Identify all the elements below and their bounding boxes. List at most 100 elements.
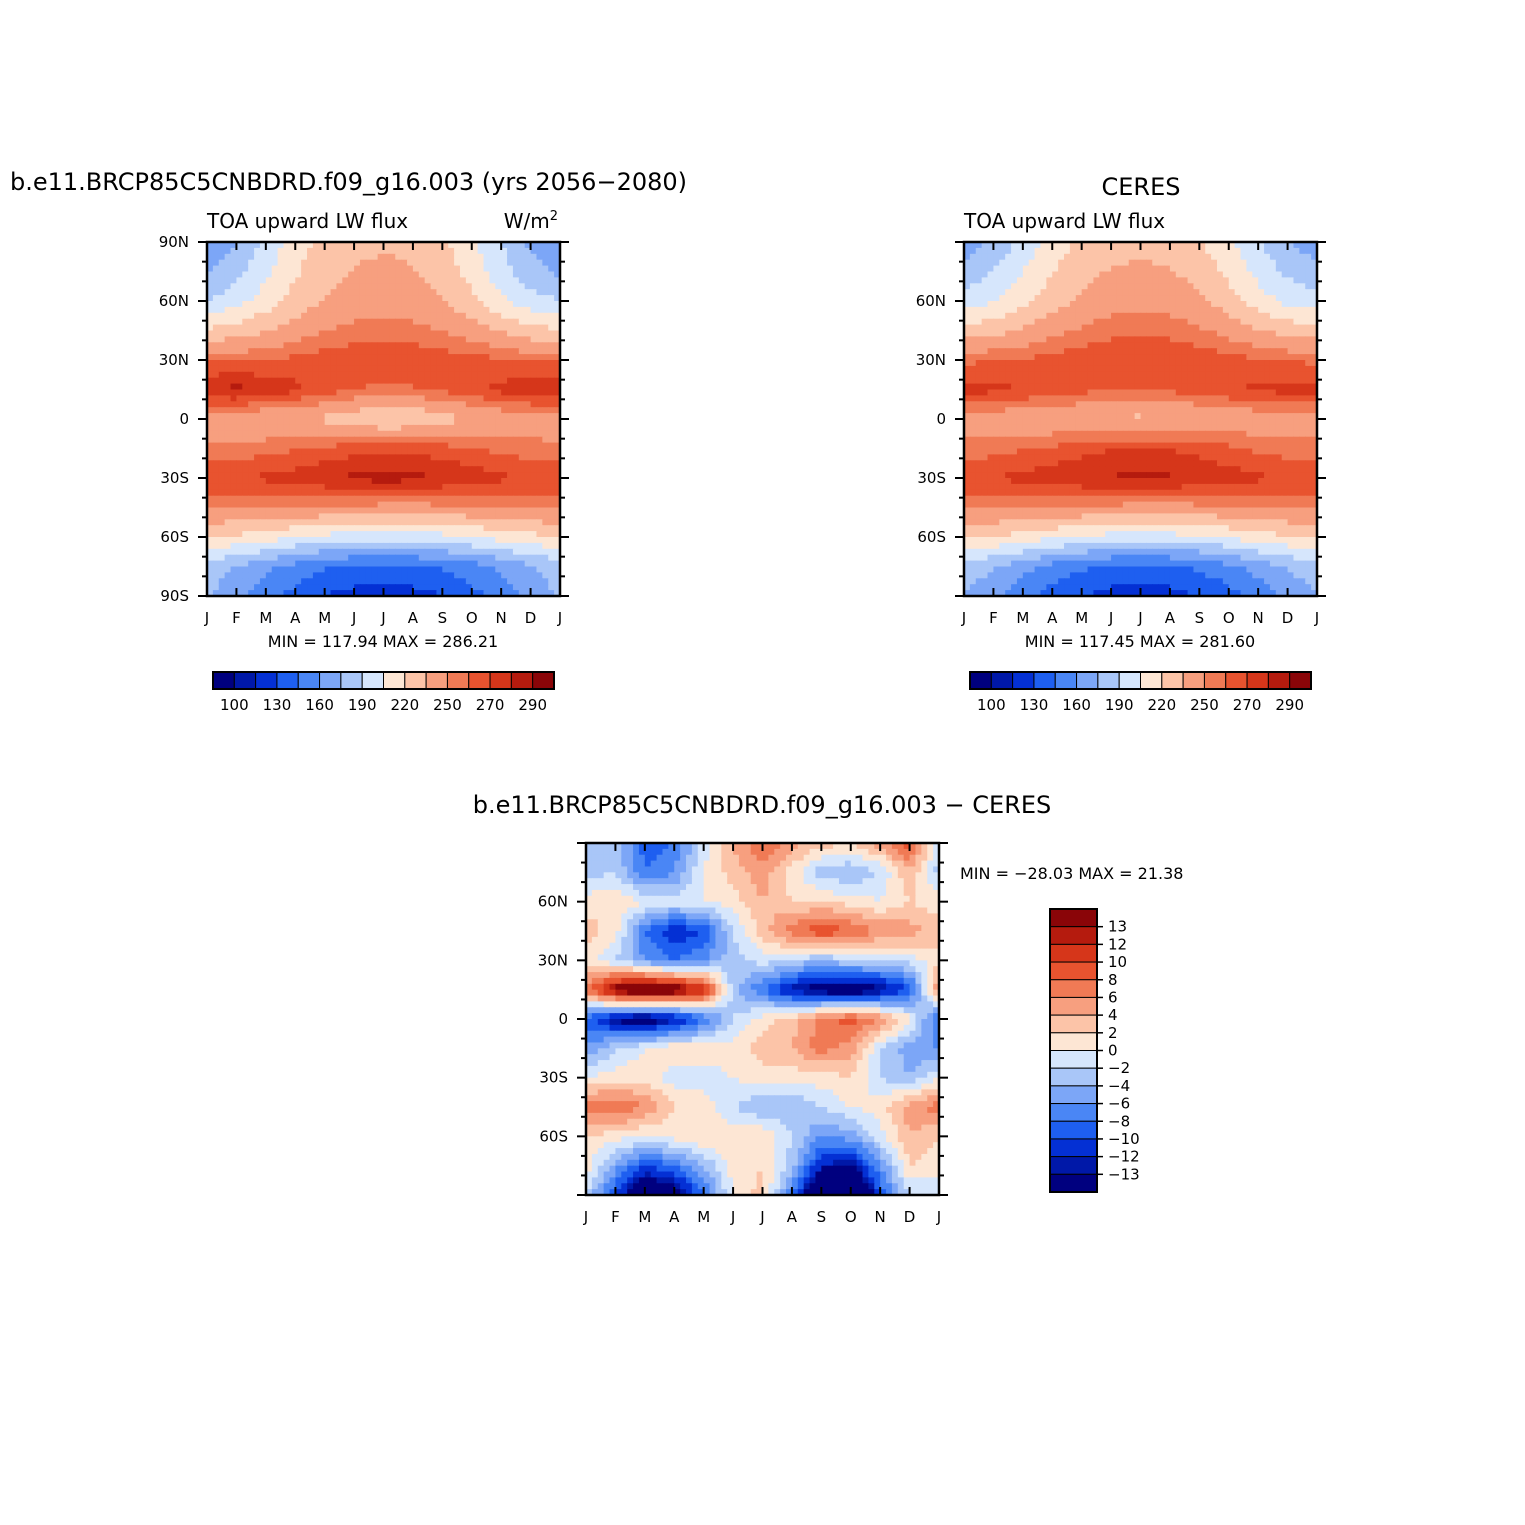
field-cell [254, 472, 261, 479]
field-cell [969, 242, 977, 249]
field-cell [442, 395, 449, 402]
field-cell [330, 495, 338, 503]
field-cell [359, 395, 367, 402]
field-cell [1016, 312, 1024, 320]
field-cell [265, 383, 273, 391]
field-cell [548, 448, 555, 455]
field-cell [1211, 277, 1218, 284]
field-cell [477, 531, 485, 538]
field-cell [512, 478, 520, 485]
field-cell [448, 501, 455, 509]
field-cell [371, 365, 379, 373]
field-cell [395, 283, 402, 290]
field-cell [987, 312, 995, 320]
field-cell [1181, 348, 1189, 355]
field-cell [501, 312, 508, 320]
field-cell [554, 513, 561, 520]
field-cell [342, 542, 349, 550]
field-cell [371, 348, 379, 355]
field-cell [389, 242, 396, 249]
field-cell [359, 537, 367, 544]
field-cell [507, 306, 514, 314]
field-cell [465, 525, 473, 532]
field-cell [507, 424, 514, 432]
field-cell [524, 312, 532, 320]
field-cell [307, 271, 314, 278]
field-cell [489, 424, 496, 432]
field-cell [395, 336, 402, 343]
field-cell [981, 271, 989, 278]
field-cell [1016, 342, 1024, 349]
field-cell [1028, 259, 1036, 267]
field-cell [542, 342, 549, 349]
field-cell [436, 371, 443, 379]
field-cell [436, 572, 443, 579]
field-cell [436, 537, 443, 544]
field-cell [207, 466, 214, 473]
field-cell [389, 454, 396, 461]
field-cell [212, 383, 220, 391]
field-cell [1228, 265, 1236, 273]
field-cell [324, 501, 332, 509]
field-cell [412, 283, 420, 290]
field-cell [471, 460, 479, 467]
field-cell [548, 295, 555, 302]
field-cell [448, 306, 455, 314]
field-cell [436, 472, 443, 479]
field-cell [265, 312, 273, 320]
field-cell [330, 342, 338, 349]
field-cell [1087, 283, 1095, 290]
field-cell [277, 318, 285, 326]
field-cell [348, 525, 355, 532]
field-cell [383, 419, 390, 426]
field-cell [969, 301, 977, 308]
field-cell [471, 531, 479, 538]
field-cell [307, 259, 314, 267]
field-cell [236, 247, 243, 255]
field-cell [507, 395, 514, 402]
field-cell [1252, 265, 1259, 273]
field-cell [424, 247, 432, 255]
field-cell [407, 360, 414, 367]
field-cell [283, 478, 290, 485]
field-cell [230, 548, 238, 556]
field-cell [207, 413, 214, 420]
field-cell [1134, 295, 1142, 302]
field-cell [471, 301, 479, 308]
field-cell [554, 401, 561, 408]
field-cell [218, 283, 226, 290]
field-cell [365, 584, 373, 591]
field-cell [430, 271, 438, 278]
field-cell [554, 466, 561, 473]
field-cell [465, 365, 473, 373]
field-cell [1116, 277, 1124, 284]
field-cell [230, 265, 238, 273]
field-cell [412, 454, 420, 461]
field-cell [1240, 277, 1247, 284]
field-cell [430, 365, 438, 373]
field-cell [318, 460, 326, 467]
field-cell [1016, 354, 1024, 361]
field-cell [512, 507, 520, 514]
field-cell [324, 542, 332, 550]
field-cell [230, 289, 238, 296]
field-cell [342, 407, 349, 414]
field-cell [207, 395, 214, 402]
field-cell [524, 259, 532, 267]
field-cell [277, 442, 285, 450]
field-cell [212, 519, 220, 526]
field-cell [536, 584, 543, 591]
field-cell [277, 489, 285, 497]
field-cell [377, 460, 385, 467]
field-cell [307, 519, 314, 526]
field-cell [1281, 360, 1289, 367]
field-cell [1005, 242, 1012, 249]
field-cell [471, 590, 479, 597]
field-cell [365, 401, 373, 408]
field-cell [1158, 324, 1165, 332]
field-cell [554, 578, 561, 585]
field-cell [207, 501, 214, 509]
field-cell [312, 395, 320, 402]
field-cell [1205, 265, 1212, 273]
field-cell [548, 253, 555, 261]
